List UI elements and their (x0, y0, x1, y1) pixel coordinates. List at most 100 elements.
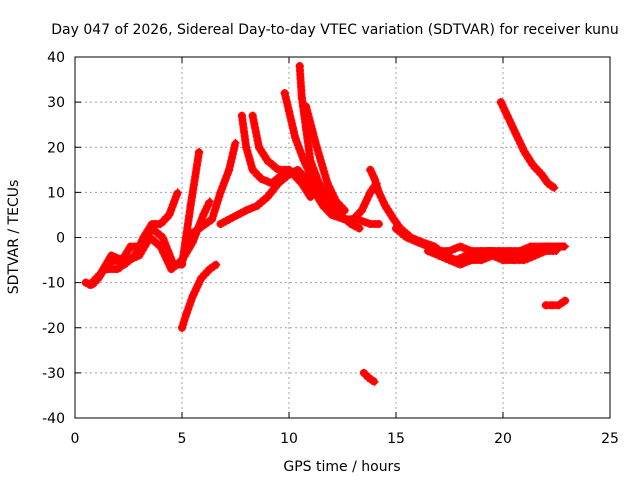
data-point (314, 179, 323, 188)
series-track-8 (248, 111, 315, 197)
x-tick-label: 10 (280, 431, 298, 447)
data-point (145, 233, 154, 242)
data-point (285, 107, 293, 116)
data-point (197, 274, 206, 283)
data-point (248, 111, 257, 120)
x-tick-label: 15 (387, 431, 405, 447)
data-point (178, 256, 186, 265)
y-tick-label: 20 (47, 140, 65, 156)
data-point (561, 296, 570, 305)
data-point (511, 129, 520, 138)
data-point (355, 224, 364, 233)
data-point (225, 215, 234, 224)
data-point (267, 179, 276, 188)
data-point (509, 256, 518, 265)
data-point (242, 143, 251, 152)
data-point (332, 197, 341, 206)
data-point (158, 233, 167, 242)
data-point (323, 179, 332, 188)
data-point (552, 247, 561, 256)
data-point (392, 224, 400, 233)
data-point (231, 138, 240, 147)
data-point (359, 368, 368, 377)
data-point (212, 260, 221, 269)
data-point (366, 188, 375, 197)
data-point (255, 143, 264, 152)
chart-title: Day 047 of 2026, Sidereal Day-to-day VTE… (51, 22, 619, 38)
data-point (96, 269, 105, 278)
data-point (520, 256, 529, 265)
data-point (499, 256, 507, 265)
data-point (257, 174, 266, 183)
data-point (477, 247, 486, 256)
data-point (263, 192, 272, 201)
x-tick-label: 0 (71, 431, 80, 447)
data-layer (81, 62, 570, 386)
data-point (186, 201, 195, 210)
series-track-16 (496, 98, 559, 192)
y-tick-label: -40 (42, 411, 65, 427)
data-point (424, 247, 433, 256)
data-point (188, 292, 197, 301)
data-point (445, 256, 454, 265)
data-point (107, 251, 116, 260)
data-point (233, 210, 242, 219)
data-point (188, 238, 197, 247)
data-point (156, 219, 165, 228)
tick-layer: 0 5 10 15 20 25 -40 -30 -20 -10 0 10 20 30 40 (42, 50, 619, 447)
series-track-12 (359, 368, 379, 386)
x-tick-label: 20 (494, 431, 512, 447)
data-point (528, 161, 537, 170)
data-point (182, 233, 191, 242)
data-point (297, 93, 306, 102)
series-track-5 (182, 138, 240, 242)
data-point (237, 111, 246, 120)
data-point (370, 174, 379, 183)
data-point (340, 206, 349, 215)
data-point (280, 89, 289, 98)
y-tick-label: -20 (42, 321, 65, 337)
y-tick-label: 40 (47, 50, 65, 66)
data-point (216, 188, 225, 197)
data-point (456, 242, 465, 251)
data-point (543, 179, 552, 188)
data-point (165, 210, 174, 219)
x-tick-label: 5 (178, 431, 187, 447)
x-axis-title: GPS time / hours (283, 459, 400, 475)
data-point (302, 102, 311, 111)
data-point (503, 111, 512, 120)
data-point (173, 188, 182, 197)
data-point (113, 265, 122, 274)
data-point (195, 224, 204, 233)
data-point (374, 219, 383, 228)
series-marker-texture (182, 138, 240, 242)
data-point (347, 219, 356, 228)
data-point (216, 219, 225, 228)
data-point (148, 224, 157, 233)
data-point (248, 165, 257, 174)
data-point (207, 215, 216, 224)
data-point (336, 210, 345, 219)
series-track-15 (424, 247, 561, 269)
data-point (364, 373, 373, 382)
series-track-4 (178, 260, 221, 332)
data-point (124, 256, 133, 265)
data-point (312, 143, 321, 152)
data-point (496, 98, 505, 107)
data-point (295, 62, 304, 71)
y-tick-label: -10 (42, 276, 65, 292)
data-point (531, 251, 540, 260)
data-point (126, 242, 135, 251)
data-point (274, 165, 283, 174)
data-point (167, 265, 176, 274)
series-marker-texture (496, 98, 559, 192)
data-point (103, 265, 112, 274)
data-point (554, 301, 563, 310)
data-point (366, 165, 375, 174)
data-point (205, 197, 214, 206)
data-point (466, 256, 475, 265)
data-point (156, 242, 165, 251)
